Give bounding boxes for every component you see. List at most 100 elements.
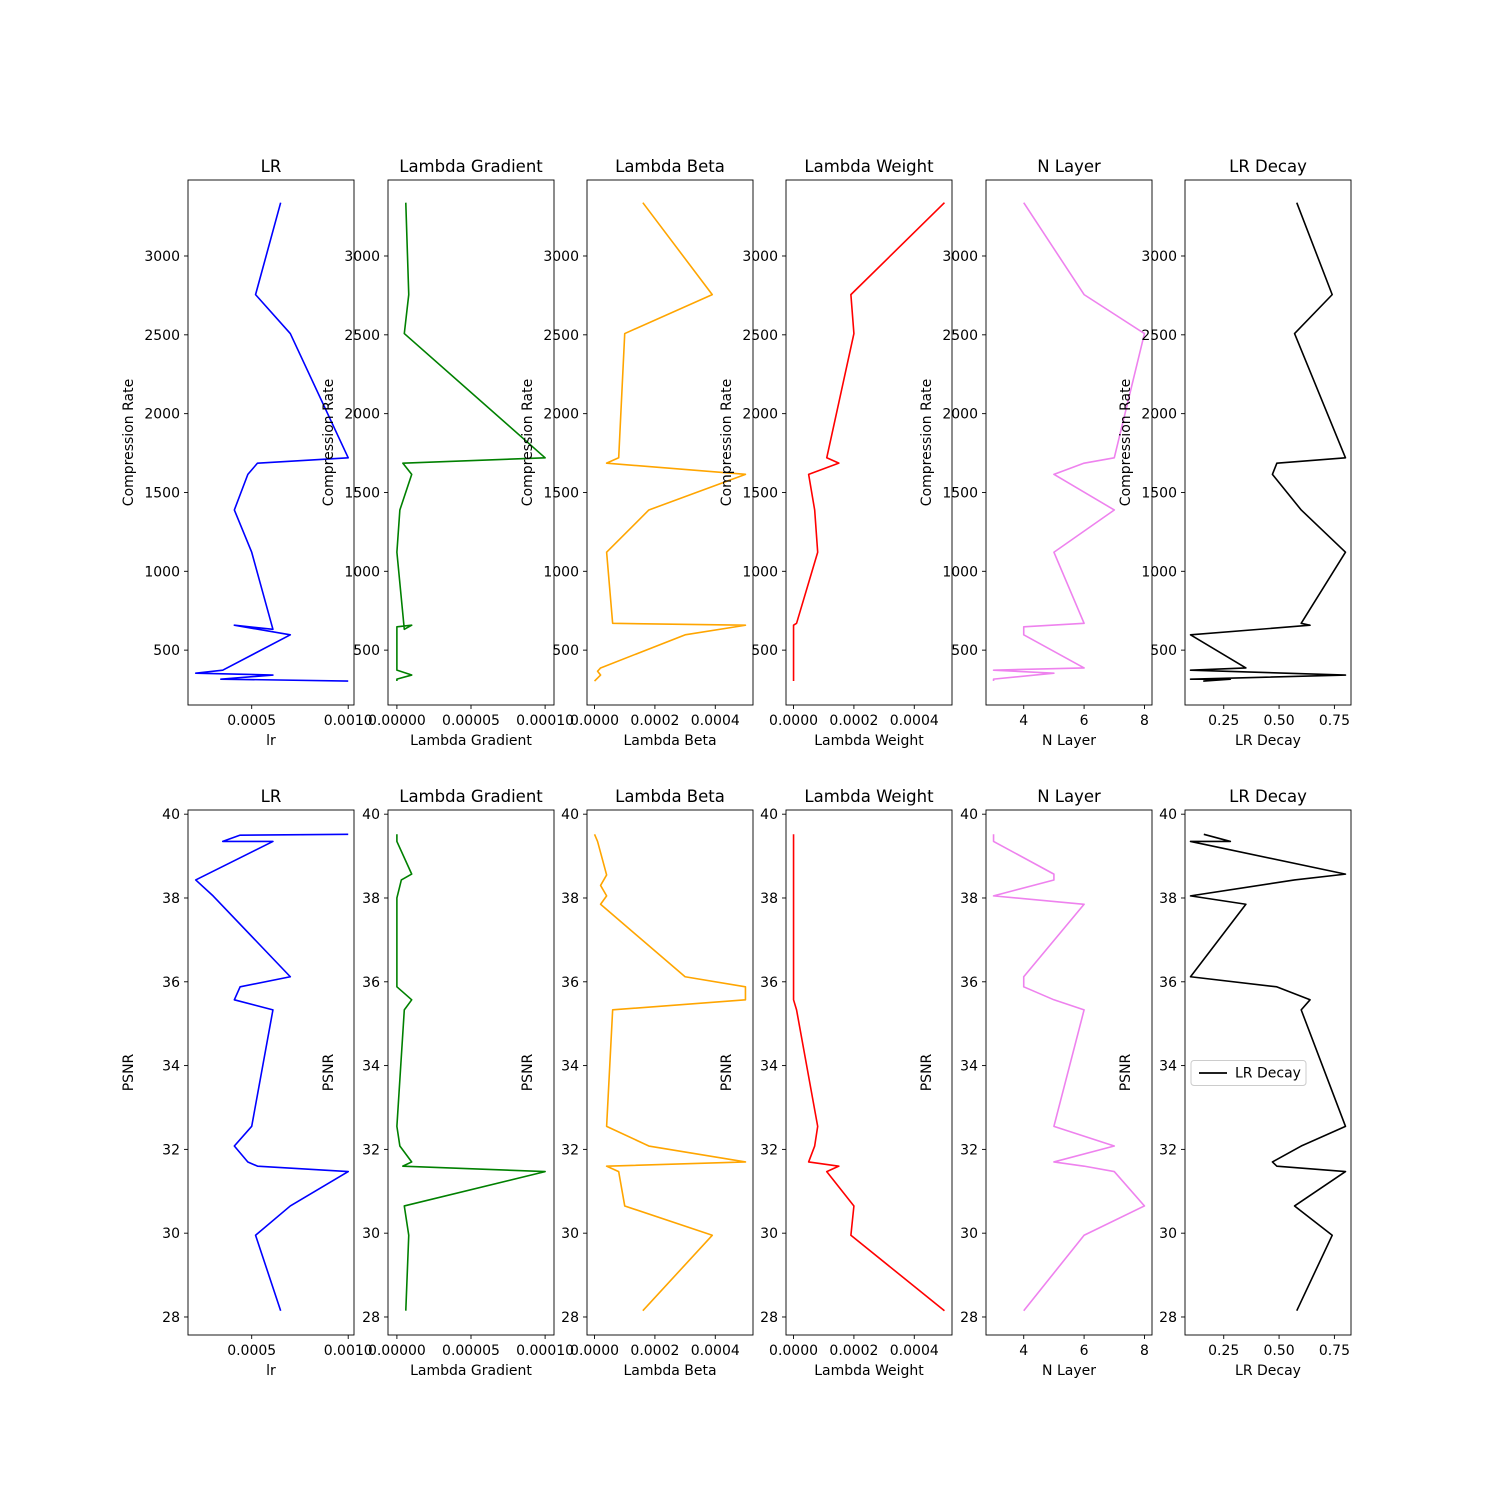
y-tick-label: 40 — [1159, 807, 1177, 823]
y-tick-label: 32 — [561, 1142, 579, 1158]
y-tick-label: 32 — [162, 1142, 180, 1158]
y-tick-label: 2000 — [942, 407, 978, 423]
y-tick-label: 2500 — [543, 328, 579, 344]
y-tick-label: 36 — [960, 975, 978, 991]
x-tick-label: 0.00010 — [516, 713, 574, 729]
series-line — [593, 833, 747, 1312]
y-tick-label: 32 — [760, 1142, 778, 1158]
x-tick-label: 0.00000 — [368, 1343, 426, 1359]
y-axis-label: Compression Rate — [1118, 379, 1134, 506]
axes-frame — [586, 179, 754, 706]
x-tick-label: 0.0000 — [769, 713, 818, 729]
panel-title: Lambda Gradient — [399, 787, 543, 806]
x-tick-label: 0.0002 — [630, 713, 679, 729]
y-tick-label: 28 — [561, 1310, 579, 1326]
x-tick-label: 0.0004 — [890, 1343, 939, 1359]
series-line — [992, 202, 1146, 682]
series-line — [1189, 202, 1347, 682]
y-axis-label: PSNR — [1118, 1053, 1134, 1091]
y-tick-label: 34 — [960, 1059, 978, 1075]
x-axis-label: lr — [266, 733, 276, 749]
panel-title: LR Decay — [1229, 787, 1307, 806]
x-tick-label: 0.50 — [1263, 713, 1294, 729]
y-tick-label: 30 — [960, 1226, 978, 1242]
y-tick-label: 28 — [362, 1310, 380, 1326]
y-tick-label: 34 — [760, 1059, 778, 1075]
panel-title: N Layer — [1037, 787, 1101, 806]
y-axis-label: PSNR — [321, 1053, 337, 1091]
x-tick-label: 0.00005 — [442, 1343, 500, 1359]
x-tick-label: 0.0000 — [570, 713, 619, 729]
panel-title: Lambda Beta — [615, 787, 725, 806]
y-tick-label: 40 — [760, 807, 778, 823]
axes-frame — [1184, 179, 1352, 706]
y-tick-label: 500 — [1150, 643, 1177, 659]
axes-frame — [586, 809, 754, 1336]
y-tick-label: 34 — [561, 1059, 579, 1075]
y-tick-label: 2500 — [942, 328, 978, 344]
y-tick-label: 500 — [751, 643, 778, 659]
x-tick-label: 0.0010 — [324, 713, 373, 729]
y-tick-label: 1500 — [144, 485, 180, 501]
series-line — [194, 202, 350, 682]
y-tick-label: 3000 — [543, 249, 579, 265]
y-tick-label: 2000 — [543, 407, 579, 423]
x-tick-label: 0.0004 — [890, 713, 939, 729]
x-axis-label: Lambda Beta — [623, 1363, 716, 1379]
x-tick-label: 0.00000 — [368, 713, 426, 729]
x-axis-label: LR Decay — [1235, 733, 1301, 749]
y-axis-label: PSNR — [520, 1053, 536, 1091]
y-tick-label: 38 — [162, 891, 180, 907]
panel-1-2: 0.00000 0.00005 0.00010 500 1000 1500 2000 2500… — [321, 157, 574, 749]
x-tick-label: 6 — [1080, 713, 1089, 729]
y-tick-label: 34 — [162, 1059, 180, 1075]
y-tick-label: 2000 — [144, 407, 180, 423]
y-tick-label: 30 — [1159, 1226, 1177, 1242]
panel-2-3: 0.0000 0.0002 0.0004 28 30 32 34 36 38 40 Lambda B… — [520, 787, 754, 1379]
x-axis-label: LR Decay — [1235, 1363, 1301, 1379]
x-tick-label: 0.75 — [1319, 1343, 1350, 1359]
x-tick-label: 0.0002 — [829, 1343, 878, 1359]
y-axis-label: Compression Rate — [919, 379, 935, 506]
y-tick-label: 3000 — [144, 249, 180, 265]
y-tick-label: 2500 — [1141, 328, 1177, 344]
y-tick-label: 36 — [760, 975, 778, 991]
y-tick-label: 38 — [1159, 891, 1177, 907]
x-tick-label: 0.00005 — [442, 713, 500, 729]
series-line — [1189, 833, 1347, 1312]
y-tick-label: 1500 — [344, 485, 380, 501]
panel-title: Lambda Beta — [615, 157, 725, 176]
x-axis-label: Lambda Weight — [814, 1363, 924, 1379]
y-tick-label: 500 — [552, 643, 579, 659]
x-axis-label: lr — [266, 1363, 276, 1379]
y-tick-label: 1500 — [543, 485, 579, 501]
y-tick-label: 2000 — [742, 407, 778, 423]
y-tick-label: 500 — [951, 643, 978, 659]
y-tick-label: 2500 — [344, 328, 380, 344]
axes-frame — [187, 809, 355, 1336]
axes-frame — [1184, 809, 1352, 1336]
x-tick-label: 0.0002 — [630, 1343, 679, 1359]
legend: LR Decay — [1190, 1060, 1307, 1086]
y-tick-label: 36 — [162, 975, 180, 991]
panel-title: LR Decay — [1229, 157, 1307, 176]
x-axis-label: N Layer — [1042, 1363, 1096, 1379]
y-tick-label: 28 — [1159, 1310, 1177, 1326]
x-tick-label: 0.0002 — [829, 713, 878, 729]
y-axis-label: Compression Rate — [121, 379, 137, 506]
x-tick-label: 0.0000 — [570, 1343, 619, 1359]
axes-frame — [985, 809, 1153, 1336]
panel-2-6: 0.25 0.50 0.75 28 30 32 34 36 38 40 LR Decay LR Dec… — [1118, 787, 1352, 1379]
x-tick-label: 8 — [1140, 1343, 1149, 1359]
x-tick-label: 0.0004 — [691, 1343, 740, 1359]
y-tick-label: 1500 — [742, 485, 778, 501]
panel-2-4: 0.0000 0.0002 0.0004 28 30 32 34 36 38 40 Lambda W… — [719, 787, 953, 1379]
y-tick-label: 38 — [561, 891, 579, 907]
panel-2-1: 0.0005 0.0010 28 30 32 34 36 38 40 LR lr PSNR — [121, 787, 373, 1379]
x-axis-label: Lambda Gradient — [410, 733, 532, 749]
panel-1-6: 0.25 0.50 0.75 500 1000 1500 2000 2500 3000 LR De… — [1118, 157, 1352, 749]
y-tick-label: 30 — [162, 1226, 180, 1242]
x-axis-label: Lambda Beta — [623, 733, 716, 749]
x-axis-label: Lambda Gradient — [410, 1363, 532, 1379]
y-tick-label: 32 — [1159, 1142, 1177, 1158]
